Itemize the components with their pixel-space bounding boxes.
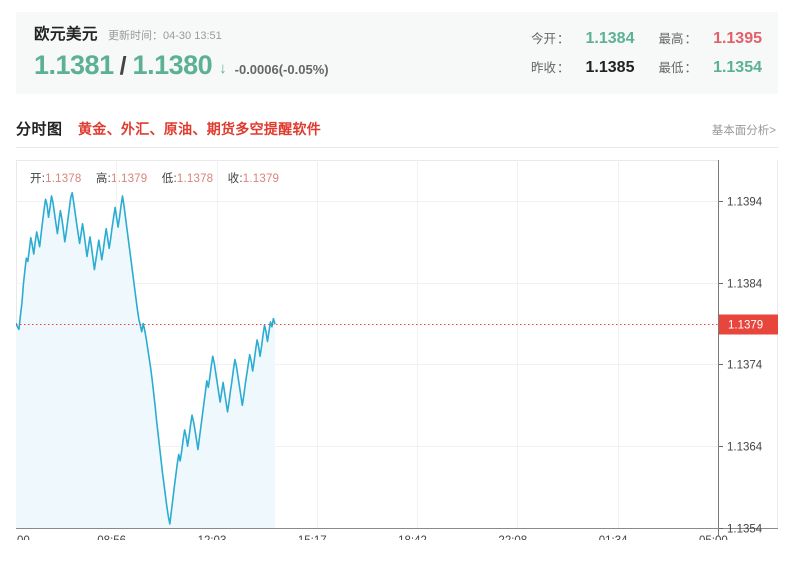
instrument-name-row: 欧元美元 更新时间：04-30 13:51 bbox=[34, 22, 329, 46]
stat-prev-close-colon: ： bbox=[556, 61, 570, 75]
stat-prev-close-label: 昨收 bbox=[530, 61, 556, 75]
arrow-down-icon: ↓ bbox=[219, 60, 227, 77]
ask-price: 1.1380 bbox=[132, 50, 213, 80]
stat-low-label: 最低 bbox=[658, 61, 684, 75]
ohlc-low-value: 1.1378 bbox=[176, 173, 214, 185]
prev-close-badge-label: 1.1379 bbox=[728, 320, 763, 332]
tab-intraday-chart[interactable]: 分时图 bbox=[16, 121, 63, 138]
fundamental-analysis-link[interactable]: 基本面分析> bbox=[711, 125, 776, 137]
bid-price: 1.1381 bbox=[34, 50, 114, 80]
ohlc-low-label: 低: bbox=[161, 173, 177, 185]
chart-ohlc-readout: 开:1.1378 高:1.1379 低:1.1378 收:1.1379 bbox=[30, 170, 290, 186]
x-tick-label: 05:00 bbox=[699, 535, 728, 540]
stat-low-colon: ： bbox=[684, 61, 697, 75]
quote-stats-grid: 今开 ： 1.1384 最高 ： 1.1395 昨收 ： 1.1385 最低 ：… bbox=[531, 28, 762, 77]
y-tick-label: 1.1394 bbox=[727, 197, 763, 209]
ohlc-close: 收:1.1379 bbox=[228, 173, 279, 185]
chart-tabbar: 分时图 黄金、外汇、原油、期货多空提醒软件 基本面分析> bbox=[16, 112, 778, 148]
y-tick-label: 1.1374 bbox=[727, 360, 763, 372]
quote-header-panel: 欧元美元 更新时间：04-30 13:51 1.1381 / 1.1380 ↓ … bbox=[16, 12, 778, 94]
prev-close-price-badge bbox=[719, 314, 778, 335]
x-tick-label: 12:03 bbox=[198, 535, 227, 540]
stat-high: 最高 ： 1.1395 bbox=[658, 28, 762, 48]
update-time-prefix: 更新时间： bbox=[108, 30, 164, 42]
stat-prev-close-value: 1.1385 bbox=[585, 59, 635, 76]
stat-low: 最低 ： 1.1354 bbox=[658, 57, 762, 77]
stat-open: 今开 ： 1.1384 bbox=[531, 28, 635, 48]
promo-link[interactable]: 黄金、外汇、原油、期货多空提醒软件 bbox=[78, 121, 322, 137]
ohlc-close-value: 1.1379 bbox=[242, 173, 280, 185]
y-tick-label: 1.1384 bbox=[727, 279, 763, 291]
ohlc-open-label: 开: bbox=[30, 173, 46, 185]
intraday-chart[interactable]: 开:1.1378 高:1.1379 低:1.1378 收:1.1379 1.13… bbox=[16, 160, 778, 540]
update-time-label: 更新时间：04-30 13:51 bbox=[108, 27, 222, 43]
ohlc-high: 高:1.1379 bbox=[96, 173, 147, 185]
stat-open-colon: ： bbox=[556, 32, 570, 46]
x-tick-label: 05:00 bbox=[16, 535, 30, 540]
y-tick-label: 1.1364 bbox=[727, 442, 763, 454]
ohlc-open: 开:1.1378 bbox=[30, 173, 81, 185]
quote-primary-block: 欧元美元 更新时间：04-30 13:51 1.1381 / 1.1380 ↓ … bbox=[34, 22, 329, 81]
stat-open-value: 1.1384 bbox=[585, 30, 635, 47]
x-tick-label: 22:08 bbox=[498, 535, 527, 540]
ohlc-close-label: 收: bbox=[227, 173, 243, 185]
ohlc-low: 低:1.1378 bbox=[162, 173, 213, 185]
price-change: -0.0006(-0.05%) bbox=[234, 62, 329, 77]
price-line bbox=[16, 191, 276, 525]
ohlc-open-value: 1.1378 bbox=[45, 173, 82, 185]
instrument-name: 欧元美元 bbox=[34, 26, 99, 43]
price-separator: / bbox=[119, 52, 127, 80]
x-tick-label: 01:34 bbox=[599, 535, 628, 540]
x-tick-label: 15:17 bbox=[298, 535, 327, 540]
stat-high-colon: ： bbox=[684, 32, 697, 46]
update-time-value: 04-30 13:51 bbox=[163, 30, 222, 42]
stat-prev-close: 昨收 ： 1.1385 bbox=[531, 57, 635, 77]
chart-canvas[interactable]: 1.13941.13841.13791.13741.13641.135405:0… bbox=[16, 160, 778, 540]
stat-open-label: 今开 bbox=[530, 32, 556, 46]
x-tick-label: 18:42 bbox=[398, 535, 427, 540]
x-tick-label: 08:56 bbox=[97, 535, 126, 540]
price-row: 1.1381 / 1.1380 ↓ -0.0006(-0.05%) bbox=[34, 50, 329, 81]
ohlc-high-label: 高: bbox=[95, 173, 111, 185]
price-area-fill bbox=[16, 192, 275, 528]
stat-high-value: 1.1395 bbox=[713, 30, 762, 47]
stat-high-label: 最高 bbox=[658, 32, 684, 46]
stat-low-value: 1.1354 bbox=[713, 59, 762, 76]
ohlc-high-value: 1.1379 bbox=[111, 173, 148, 185]
y-tick-label: 1.1354 bbox=[727, 524, 763, 536]
